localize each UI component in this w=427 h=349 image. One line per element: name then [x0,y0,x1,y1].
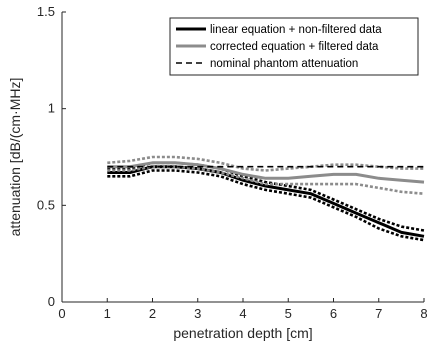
legend-label: nominal phantom attenuation [210,58,358,70]
legend-label: linear equation + non-filtered data [210,24,382,36]
y-tick-label: 1 [48,101,55,116]
x-tick-label: 7 [375,306,382,321]
y-tick-label: 0 [48,294,55,309]
x-tick-label: 0 [58,306,65,321]
legend-label: corrected equation + filtered data [210,41,379,53]
series-line-2 [107,169,425,242]
x-tick-label: 2 [149,306,156,321]
x-tick-label: 1 [104,306,111,321]
series-line-1 [107,161,425,232]
x-tick-label: 5 [285,306,292,321]
x-tick-label: 8 [420,306,427,321]
x-tick-label: 4 [239,306,246,321]
y-tick-label: 0.5 [37,197,55,212]
y-tick-label: 1.5 [37,4,55,19]
plot-area [107,155,425,242]
series-line-5 [107,165,425,195]
legend-box [169,17,419,76]
x-axis-label: penetration depth [cm] [173,325,312,341]
y-axis-label: attenuation [dB/(cm·MHz] [7,78,23,237]
legend: linear equation + non-filtered data corre… [169,17,419,76]
x-tick-label: 3 [194,306,201,321]
series-line-3 [107,161,425,184]
axes: 0 1 2 3 4 5 6 7 8 0 0.5 1 1.5 [37,4,427,321]
x-tick-label: 6 [330,306,337,321]
